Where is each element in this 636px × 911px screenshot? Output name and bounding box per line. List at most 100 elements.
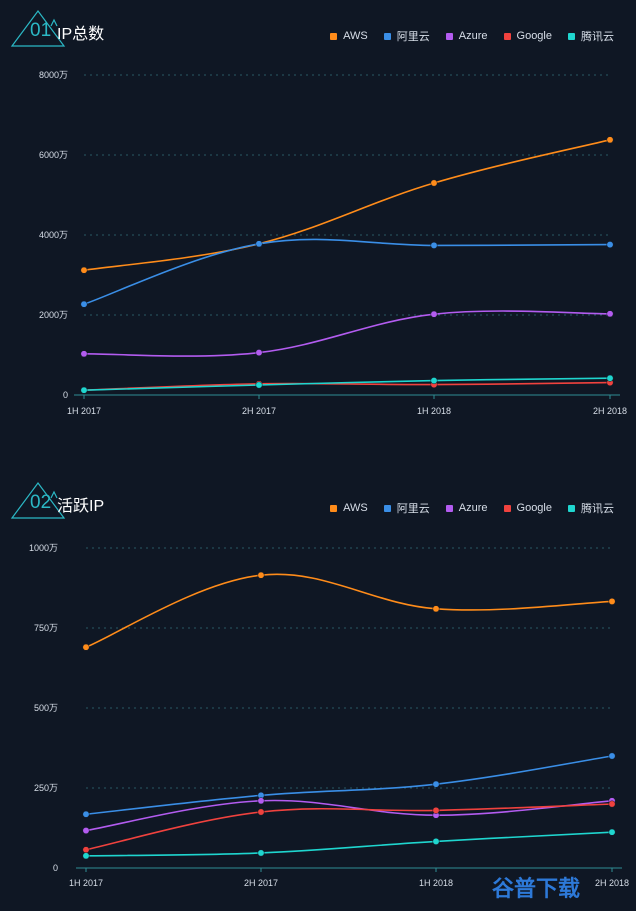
- chart-panel-active-ip: 02 活跃IP AWS 阿里云 Azure Google 腾讯云 0 250万 50…: [0, 472, 636, 911]
- legend-swatch: [568, 32, 575, 40]
- section-number: 02: [30, 492, 52, 513]
- series-line: [83, 377, 611, 391]
- x-tick-label: 1H 2018: [419, 878, 453, 888]
- data-point: [82, 846, 90, 854]
- y-tick-label: 500万: [34, 703, 58, 713]
- y-tick-label: 6000万: [39, 150, 68, 160]
- series-line: [85, 755, 613, 816]
- section-badge: 01: [10, 8, 68, 48]
- panel-header: 02 活跃IP AWS 阿里云 Azure Google 腾讯云: [0, 472, 636, 524]
- triangle-badge-icon: [10, 9, 66, 47]
- legend-item-aws[interactable]: AWS: [330, 500, 368, 516]
- data-point: [82, 827, 90, 835]
- line-chart: 0 2000万 4000万 6000万 8000万 1H 2017 2H 2017 1H 20…: [39, 70, 627, 416]
- data-point: [608, 828, 616, 836]
- legend-label: Azure: [458, 502, 488, 514]
- data-point: [430, 179, 438, 187]
- data-point: [80, 266, 88, 274]
- y-tick-label: 0: [63, 390, 68, 400]
- data-point: [606, 374, 614, 382]
- y-tick-label: 1000万: [29, 543, 58, 553]
- legend-item-aws[interactable]: AWS: [330, 28, 368, 44]
- legend-label: AWS: [343, 502, 368, 514]
- panel-header: 01 IP总数 AWS 阿里云 Azure Google 腾讯云: [0, 0, 636, 52]
- legend-swatch: [383, 32, 391, 40]
- legend-item-aliyun[interactable]: 阿里云: [383, 500, 430, 516]
- series-line: [85, 831, 613, 857]
- legend-label: 阿里云: [396, 31, 430, 43]
- legend-swatch: [445, 504, 453, 512]
- y-tick-label: 2000万: [39, 310, 68, 320]
- data-point: [608, 597, 616, 605]
- legend-swatch: [383, 504, 391, 512]
- x-tick-label: 2H 2018: [593, 406, 627, 416]
- legend-item-azure[interactable]: Azure: [445, 28, 488, 44]
- data-point: [432, 780, 440, 788]
- legend-swatch: [503, 32, 511, 40]
- line-chart: 0 250万 500万 750万 1000万 1H 2017 2H 2017 1H 2018 2…: [29, 543, 629, 888]
- data-point: [608, 752, 616, 760]
- section-number: 01: [30, 20, 52, 41]
- data-point: [82, 810, 90, 818]
- legend-swatch: [568, 504, 575, 512]
- triangle-badge-icon: [10, 481, 66, 519]
- section-badge: 02: [10, 480, 68, 520]
- x-tick-label: 1H 2017: [67, 406, 101, 416]
- data-point: [432, 837, 440, 845]
- legend-swatch: [503, 504, 511, 512]
- data-point: [257, 849, 265, 857]
- data-point: [255, 240, 263, 248]
- data-point: [255, 381, 263, 389]
- legend-swatch: [330, 32, 338, 40]
- legend-label: 腾讯云: [581, 503, 614, 515]
- legend-label: Azure: [458, 30, 488, 42]
- chart-title: IP总数: [57, 26, 105, 43]
- x-tick-label: 1H 2018: [417, 406, 451, 416]
- legend-label: 阿里云: [396, 503, 430, 515]
- y-tick-label: 8000万: [39, 70, 68, 80]
- chart-panel-ip-total: 01 IP总数 AWS 阿里云 Azure Google 腾讯云 0 2000万 4…: [0, 0, 636, 450]
- data-point: [257, 571, 265, 579]
- legend-label: Google: [516, 30, 552, 42]
- chart-title: 活跃IP: [57, 498, 105, 515]
- legend-item-tencent[interactable]: 腾讯云: [568, 28, 614, 44]
- legend-label: 腾讯云: [581, 31, 614, 43]
- chart-legend: AWS 阿里云 Azure Google 腾讯云: [314, 28, 614, 44]
- y-tick-label: 750万: [34, 623, 58, 633]
- data-point: [606, 136, 614, 144]
- data-point: [80, 386, 88, 394]
- data-point: [80, 300, 88, 308]
- data-point: [430, 377, 438, 385]
- legend-swatch: [445, 32, 453, 40]
- data-point: [606, 241, 614, 249]
- legend-swatch: [330, 504, 338, 512]
- y-tick-label: 0: [53, 863, 58, 873]
- series-line: [83, 139, 611, 271]
- legend-label: AWS: [343, 30, 368, 42]
- data-point: [432, 605, 440, 613]
- y-tick-label: 4000万: [39, 230, 68, 240]
- series-line: [85, 799, 613, 832]
- series-line: [83, 238, 611, 305]
- x-tick-label: 2H 2018: [595, 878, 629, 888]
- x-tick-label: 1H 2017: [69, 878, 103, 888]
- chart-legend: AWS 阿里云 Azure Google 腾讯云: [314, 500, 614, 516]
- data-point: [255, 349, 263, 357]
- data-point: [82, 852, 90, 860]
- legend-item-tencent[interactable]: 腾讯云: [568, 500, 614, 516]
- data-point: [82, 643, 90, 651]
- legend-item-azure[interactable]: Azure: [445, 500, 488, 516]
- data-point: [257, 808, 265, 816]
- series-line: [85, 803, 613, 851]
- x-tick-label: 2H 2017: [242, 406, 276, 416]
- data-point: [432, 806, 440, 814]
- data-point: [608, 800, 616, 808]
- x-tick-label: 2H 2017: [244, 878, 278, 888]
- legend-item-aliyun[interactable]: 阿里云: [383, 28, 430, 44]
- legend-item-google[interactable]: Google: [503, 28, 552, 44]
- data-point: [80, 350, 88, 358]
- data-point: [257, 797, 265, 805]
- y-tick-label: 250万: [34, 783, 58, 793]
- legend-item-google[interactable]: Google: [503, 500, 552, 516]
- data-point: [430, 310, 438, 318]
